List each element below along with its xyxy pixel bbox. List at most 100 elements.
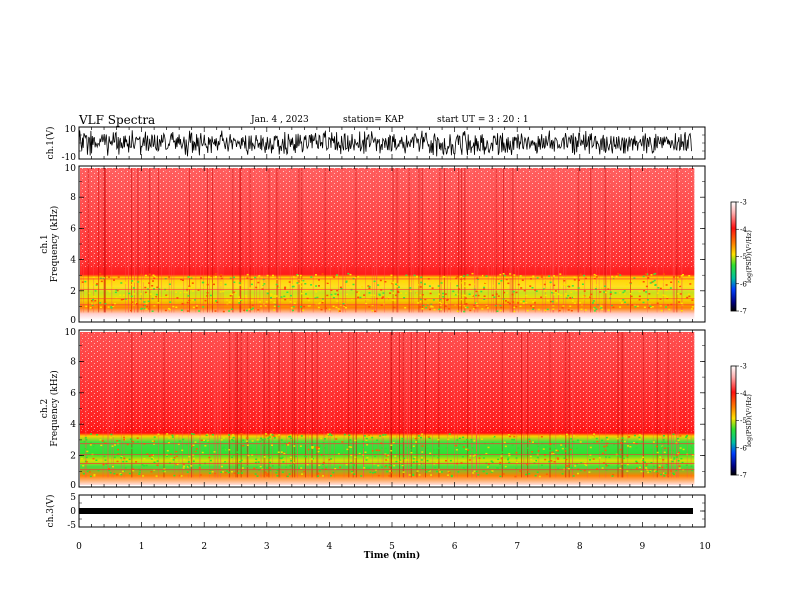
band-speckle [210, 275, 213, 277]
band-speckle [233, 281, 236, 283]
band-speckle [328, 308, 331, 311]
band-speckle [330, 293, 333, 296]
band-speckle [472, 283, 475, 285]
band-speckle [152, 280, 154, 282]
band-speckle [320, 437, 323, 440]
band-speckle [463, 294, 466, 297]
band-speckle [606, 445, 609, 448]
band-speckle [254, 461, 257, 464]
band-speckle [167, 442, 170, 444]
band-speckle [223, 461, 226, 463]
band-speckle [143, 307, 146, 310]
band-speckle [519, 305, 522, 307]
band-speckle [433, 449, 435, 451]
band-speckle [162, 297, 165, 299]
band-speckle [429, 290, 432, 293]
band-speckle [96, 283, 98, 285]
band-speckle [414, 456, 417, 458]
band-speckle [312, 446, 315, 448]
band-speckle [180, 278, 183, 281]
band-speckle [623, 440, 626, 443]
band-speckle [194, 441, 197, 443]
band-speckle [495, 293, 498, 295]
band-speckle [89, 475, 92, 478]
band-speckle [288, 281, 291, 283]
band-speckle [360, 475, 363, 477]
band-speckle [664, 447, 667, 449]
band-speckle [500, 455, 503, 457]
y-tick-label: 10 [65, 125, 77, 135]
band-speckle [669, 287, 672, 289]
band-speckle [329, 433, 332, 435]
band-speckle [307, 448, 310, 451]
band-speckle [601, 452, 604, 455]
band-speckle [650, 274, 653, 276]
band-speckle [677, 460, 680, 462]
y-tick-label: 2 [70, 287, 76, 297]
band-speckle [307, 305, 310, 307]
band-speckle [534, 474, 537, 477]
band-speckle [540, 436, 543, 438]
station-label: station= KAP [343, 115, 404, 125]
band-speckle [366, 298, 369, 300]
band-speckle [380, 442, 383, 444]
band-speckle [111, 445, 114, 447]
band-speckle [182, 463, 185, 465]
band-speckle [273, 309, 276, 311]
band-speckle [593, 307, 595, 310]
band-speckle [250, 283, 253, 286]
band-speckle [243, 309, 246, 312]
band-speckle [626, 455, 629, 457]
band-speckle [214, 273, 217, 275]
band-speckle [488, 466, 491, 469]
band-speckle [460, 462, 463, 464]
band-speckle [290, 294, 292, 297]
band-speckle [188, 299, 191, 302]
band-speckle [474, 307, 477, 309]
band-speckle [333, 295, 336, 297]
band-speckle [646, 273, 649, 275]
band-speckle [570, 291, 573, 294]
band-speckle [605, 436, 608, 439]
band-speckle [461, 282, 464, 284]
band-speckle [568, 284, 571, 286]
band-speckle [124, 282, 127, 284]
band-speckle [579, 441, 582, 443]
band-speckle [93, 295, 96, 298]
band-speckle [623, 290, 626, 292]
band-speckle [387, 454, 390, 456]
band-speckle [555, 300, 558, 302]
band-speckle [289, 465, 292, 467]
band-speckle [680, 302, 683, 305]
band-speckle [584, 462, 587, 464]
band-speckle [400, 292, 403, 294]
band-speckle [584, 463, 587, 465]
band-speckle [517, 447, 520, 449]
band-speckle [566, 284, 569, 286]
band-speckle [260, 467, 263, 469]
colorbar-tick-label: -4 [740, 226, 747, 234]
band-speckle [462, 446, 465, 448]
band-speckle [605, 456, 607, 458]
band-speckle [97, 469, 100, 472]
band-speckle [92, 276, 95, 279]
band-speckle [279, 457, 282, 459]
band-speckle [119, 294, 122, 296]
band-speckle [135, 461, 138, 463]
band-speckle [141, 464, 144, 466]
band-speckle [640, 458, 643, 461]
band-speckle [691, 447, 694, 449]
band-speckle [114, 303, 116, 305]
band-speckle [585, 464, 588, 467]
band-speckle [673, 456, 676, 459]
band-speckle [421, 467, 424, 470]
band-speckle [237, 472, 240, 474]
band-speckle [691, 306, 694, 308]
band-speckle [509, 276, 512, 279]
band-speckle [365, 437, 368, 440]
band-speckle [350, 451, 353, 453]
band-speckle [651, 305, 654, 308]
band-speckle [314, 289, 317, 292]
band-speckle [549, 446, 552, 448]
band-speckle [612, 474, 615, 476]
